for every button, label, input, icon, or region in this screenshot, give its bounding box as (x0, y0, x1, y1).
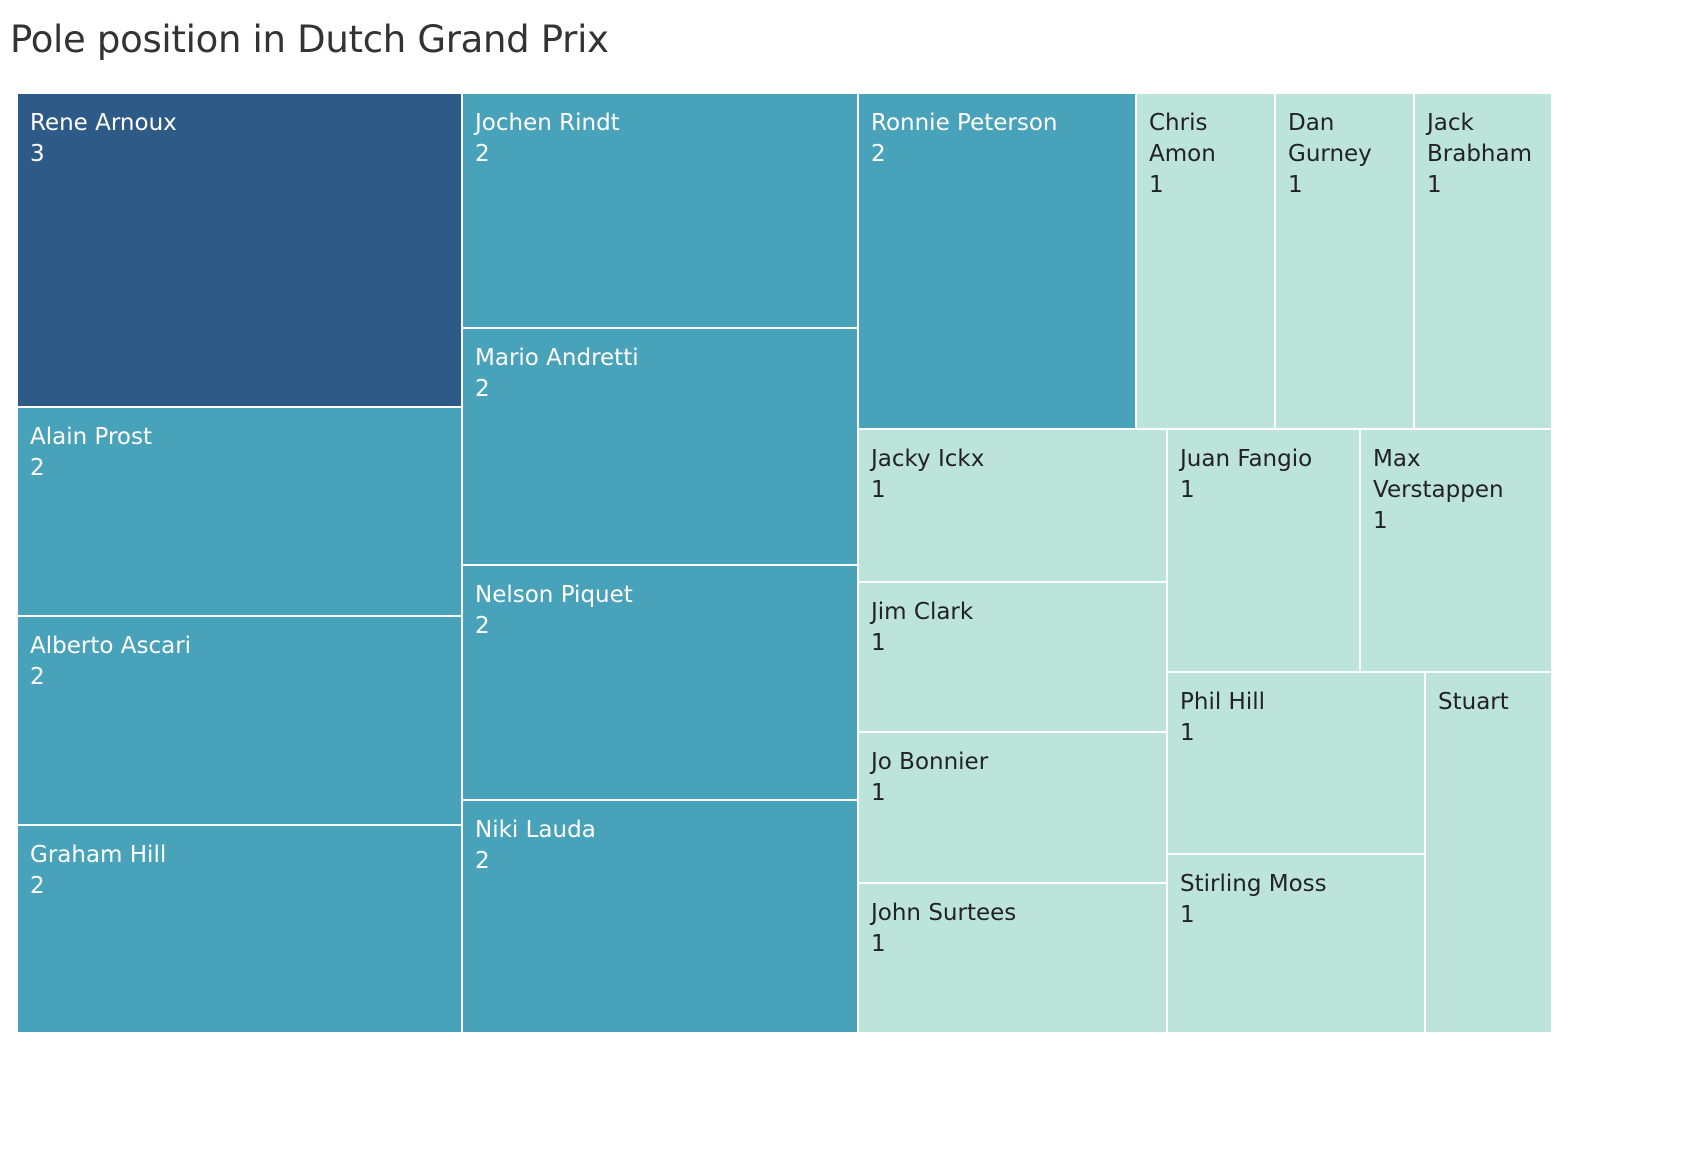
treemap-label-phil-hill: Phil Hill (1180, 689, 1265, 715)
treemap-rect-john-surtees[interactable] (857, 882, 1168, 1034)
treemap-tile-jacky-ickx[interactable]: Jacky Ickx 1 (857, 428, 1168, 583)
treemap-label-jacky-ickx: Jacky Ickx (869, 446, 984, 472)
treemap-tile-jo-bonnier[interactable]: Jo Bonnier 1 (857, 731, 1168, 884)
treemap-tile-john-surtees[interactable]: John Surtees 1 (857, 882, 1168, 1034)
treemap-tile-chris-amon[interactable]: Chris Amon 1 (1135, 92, 1276, 430)
treemap-rect-jim-clark[interactable] (857, 581, 1168, 733)
treemap-label-jim-clark: Jim Clark (869, 599, 974, 625)
treemap-tile-max-verstappen[interactable]: Max Verstappen 1 (1359, 428, 1553, 673)
treemap-label-ronnie-peterson: Ronnie Peterson (871, 110, 1057, 136)
treemap-rect-alain-prost[interactable] (16, 406, 463, 617)
chart-title: Pole position in Dutch Grand Prix (10, 18, 609, 61)
treemap-value-jacky-ickx: 1 (871, 477, 886, 503)
treemap-tile-dan-gurney[interactable]: Dan Gurney 1 (1274, 92, 1415, 430)
treemap-tile-alain-prost[interactable]: Alain Prost 2 (16, 406, 463, 617)
treemap-rect-max-verstappen[interactable] (1359, 428, 1553, 673)
treemap-label-stuart: Stuart (1438, 689, 1509, 715)
treemap-value-niki-lauda: 2 (475, 848, 490, 874)
treemap-value-jim-clark: 1 (871, 630, 886, 656)
treemap-rect-dan-gurney[interactable] (1274, 92, 1415, 430)
treemap-label-nelson-piquet: Nelson Piquet (475, 582, 633, 608)
treemap-label-chris-amon-line-2: Amon (1149, 141, 1216, 167)
treemap-tile-rene-arnoux[interactable]: Rene Arnoux 3 (16, 92, 463, 408)
treemap-rect-chris-amon[interactable] (1135, 92, 1276, 430)
treemap-tile-stirling-moss[interactable]: Stirling Moss 1 (1166, 853, 1426, 1034)
treemap-label-john-surtees: John Surtees (869, 900, 1016, 926)
treemap-label-dan-gurney-line-1: Dan (1288, 110, 1334, 136)
treemap-tile-jack-brabham[interactable]: Jack Brabham 1 (1413, 92, 1553, 430)
treemap-value-dan-gurney: 1 (1288, 172, 1303, 198)
treemap-tile-nelson-piquet[interactable]: Nelson Piquet 2 (461, 564, 859, 801)
treemap-tile-mario-andretti[interactable]: Mario Andretti 2 (461, 327, 859, 566)
treemap-value-graham-hill: 2 (30, 873, 45, 899)
treemap-label-max-verstappen-line-2: Verstappen (1373, 477, 1504, 503)
treemap-label-dan-gurney-line-2: Gurney (1288, 141, 1372, 167)
treemap-label-stirling-moss: Stirling Moss (1180, 871, 1327, 897)
treemap-label-alain-prost: Alain Prost (30, 424, 152, 450)
treemap-value-rene-arnoux: 3 (30, 141, 45, 167)
treemap-rect-graham-hill[interactable] (16, 824, 463, 1034)
treemap-rect-niki-lauda[interactable] (461, 799, 859, 1034)
treemap-label-jack-brabham-line-1: Jack (1425, 110, 1475, 136)
treemap-value-jack-brabham: 1 (1427, 172, 1442, 198)
treemap-tile-juan-fangio[interactable]: Juan Fangio 1 (1166, 428, 1361, 673)
treemap-label-jochen-rindt: Jochen Rindt (473, 110, 620, 136)
treemap-rect-stuart[interactable] (1424, 671, 1553, 1034)
treemap-value-max-verstappen: 1 (1373, 508, 1388, 534)
treemap-rect-phil-hill[interactable] (1166, 671, 1426, 855)
treemap-tile-alberto-ascari[interactable]: Alberto Ascari 2 (16, 615, 463, 826)
treemap-rect-jo-bonnier[interactable] (857, 731, 1168, 884)
treemap-label-rene-arnoux: Rene Arnoux (30, 110, 177, 136)
treemap-value-juan-fangio: 1 (1180, 477, 1195, 503)
treemap-value-nelson-piquet: 2 (475, 613, 490, 639)
treemap-tile-jim-clark[interactable]: Jim Clark 1 (857, 581, 1168, 733)
treemap-tile-jochen-rindt[interactable]: Jochen Rindt 2 (461, 92, 859, 329)
treemap-value-alberto-ascari: 2 (30, 664, 45, 690)
treemap-label-max-verstappen-line-1: Max (1373, 446, 1421, 472)
treemap-value-jo-bonnier: 1 (871, 780, 886, 806)
treemap-label-juan-fangio: Juan Fangio (1178, 446, 1312, 472)
treemap-tile-ronnie-peterson[interactable]: Ronnie Peterson 2 (857, 92, 1137, 430)
treemap-label-alberto-ascari: Alberto Ascari (30, 633, 191, 659)
treemap-value-phil-hill: 1 (1180, 720, 1195, 746)
treemap-rect-stirling-moss[interactable] (1166, 853, 1426, 1034)
treemap-value-john-surtees: 1 (871, 931, 886, 957)
treemap-value-alain-prost: 2 (30, 455, 45, 481)
treemap-tile-graham-hill[interactable]: Graham Hill 2 (16, 824, 463, 1034)
treemap-label-graham-hill: Graham Hill (30, 842, 166, 868)
treemap-value-mario-andretti: 2 (475, 376, 490, 402)
treemap-label-jack-brabham-line-2: Brabham (1427, 141, 1532, 167)
treemap-label-chris-amon-line-1: Chris (1149, 110, 1207, 136)
treemap-rect-ronnie-peterson[interactable] (857, 92, 1137, 430)
treemap-rect-rene-arnoux[interactable] (16, 92, 463, 408)
treemap-label-mario-andretti: Mario Andretti (475, 345, 639, 371)
treemap-tile-stuart[interactable]: Stuart (1424, 671, 1553, 1034)
treemap-value-chris-amon: 1 (1149, 172, 1164, 198)
treemap-value-ronnie-peterson: 2 (871, 141, 886, 167)
treemap-rect-alberto-ascari[interactable] (16, 615, 463, 826)
treemap-rect-juan-fangio[interactable] (1166, 428, 1361, 673)
treemap-rect-jochen-rindt[interactable] (461, 92, 859, 329)
treemap-tile-niki-lauda[interactable]: Niki Lauda 2 (461, 799, 859, 1034)
treemap-value-stirling-moss: 1 (1180, 902, 1195, 928)
treemap-label-niki-lauda: Niki Lauda (475, 817, 596, 843)
treemap-label-jo-bonnier: Jo Bonnier (869, 749, 989, 775)
treemap-value-jochen-rindt: 2 (475, 141, 490, 167)
treemap-rect-jack-brabham[interactable] (1413, 92, 1553, 430)
treemap-tile-phil-hill[interactable]: Phil Hill 1 (1166, 671, 1426, 855)
